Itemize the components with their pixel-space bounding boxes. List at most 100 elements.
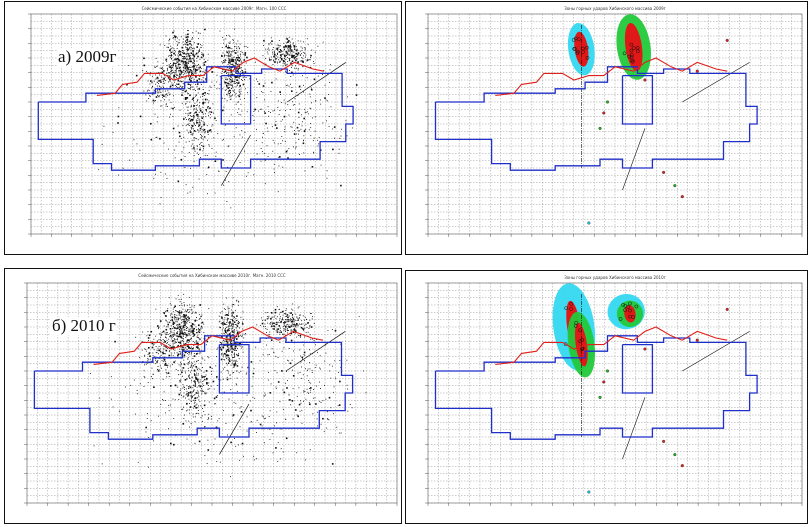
event-dot [191, 139, 193, 141]
event-dot [197, 342, 199, 345]
event-dot [238, 63, 240, 65]
event-dot [238, 301, 240, 303]
event-dot [277, 442, 279, 444]
event-dot [223, 322, 225, 324]
event-dot [290, 329, 292, 331]
event-dot [298, 117, 300, 118]
event-dot [222, 62, 223, 64]
event-dot [291, 325, 293, 327]
event-dot [165, 94, 167, 95]
event-dot [283, 46, 284, 48]
event-dot [296, 49, 298, 52]
event-dot [245, 333, 246, 334]
event-dot [187, 53, 189, 54]
event-dot [230, 312, 232, 314]
event-dot [202, 121, 204, 123]
event-dot [192, 52, 194, 54]
event-dot [185, 347, 187, 349]
event-dot [269, 410, 271, 412]
event-dot [272, 139, 274, 141]
event-dot [230, 58, 232, 60]
event-dot [167, 342, 168, 343]
event-dot [198, 396, 200, 398]
event-dot [177, 74, 179, 76]
burst-zone-core [624, 23, 643, 71]
event-dot [174, 58, 176, 61]
event-dot [245, 46, 247, 47]
event-dot [195, 30, 197, 32]
event-dot [219, 342, 221, 343]
event-dot [276, 411, 278, 413]
event-dot [183, 314, 184, 316]
event-dot [197, 98, 199, 100]
event-dot [291, 60, 293, 62]
event-dot [237, 84, 238, 86]
event-dot [230, 389, 232, 390]
event-dot [296, 324, 297, 326]
event-dot [176, 74, 178, 76]
event-dot [228, 50, 230, 52]
event-dot [253, 459, 255, 461]
event-dot [188, 362, 190, 364]
event-dot [202, 420, 203, 422]
event-dot [186, 393, 187, 395]
event-dot [164, 353, 165, 355]
event-dot [230, 79, 232, 81]
event-dot [324, 97, 326, 99]
event-dot [186, 311, 188, 313]
event-dot [179, 305, 181, 306]
event-dot [204, 426, 206, 427]
event-dot [229, 95, 231, 96]
event-dot [292, 43, 294, 45]
event-dot [175, 298, 177, 300]
event-dot [195, 311, 197, 313]
event-dot [191, 312, 193, 314]
event-dot [221, 47, 223, 48]
event-dot [163, 79, 165, 81]
event-dot [231, 84, 233, 86]
event-dot [300, 89, 302, 90]
event-dot [191, 380, 192, 382]
event-dot [207, 102, 209, 104]
event-dot [191, 326, 193, 328]
event-dot [320, 388, 321, 389]
event-dot [228, 312, 229, 314]
event-dot [231, 314, 233, 316]
event-dot [178, 50, 180, 52]
event-dot [185, 65, 186, 67]
event-dot [238, 444, 239, 446]
event-dot [166, 61, 168, 63]
event-dot [200, 405, 202, 407]
event-dot [158, 346, 160, 347]
event-dot [226, 82, 227, 83]
event-dot [197, 344, 199, 346]
event-dot [179, 335, 182, 338]
event-dot [291, 319, 293, 320]
event-dot [228, 360, 231, 363]
event-dot [197, 43, 199, 45]
event-dot [260, 160, 262, 162]
event-dot [302, 60, 304, 62]
event-dot [193, 78, 195, 80]
event-dot [218, 171, 220, 172]
event-dot [207, 356, 209, 358]
event-dot [300, 314, 301, 316]
event-dot [210, 86, 212, 88]
event-dot [232, 340, 234, 341]
event-dot [261, 415, 263, 417]
event-dot [268, 49, 270, 51]
event-dot [283, 46, 285, 48]
event-dot [303, 47, 305, 49]
event-dot [194, 59, 195, 61]
event-dot [224, 55, 225, 57]
event-dot [322, 417, 324, 420]
event-dot [194, 130, 196, 132]
event-dot [180, 158, 183, 161]
event-dot [211, 148, 213, 149]
event-dot [236, 58, 238, 60]
event-dot [190, 346, 192, 348]
event-dot [244, 68, 246, 70]
event-dot [177, 67, 178, 69]
event-marker [587, 490, 591, 494]
event-dot [190, 49, 192, 51]
